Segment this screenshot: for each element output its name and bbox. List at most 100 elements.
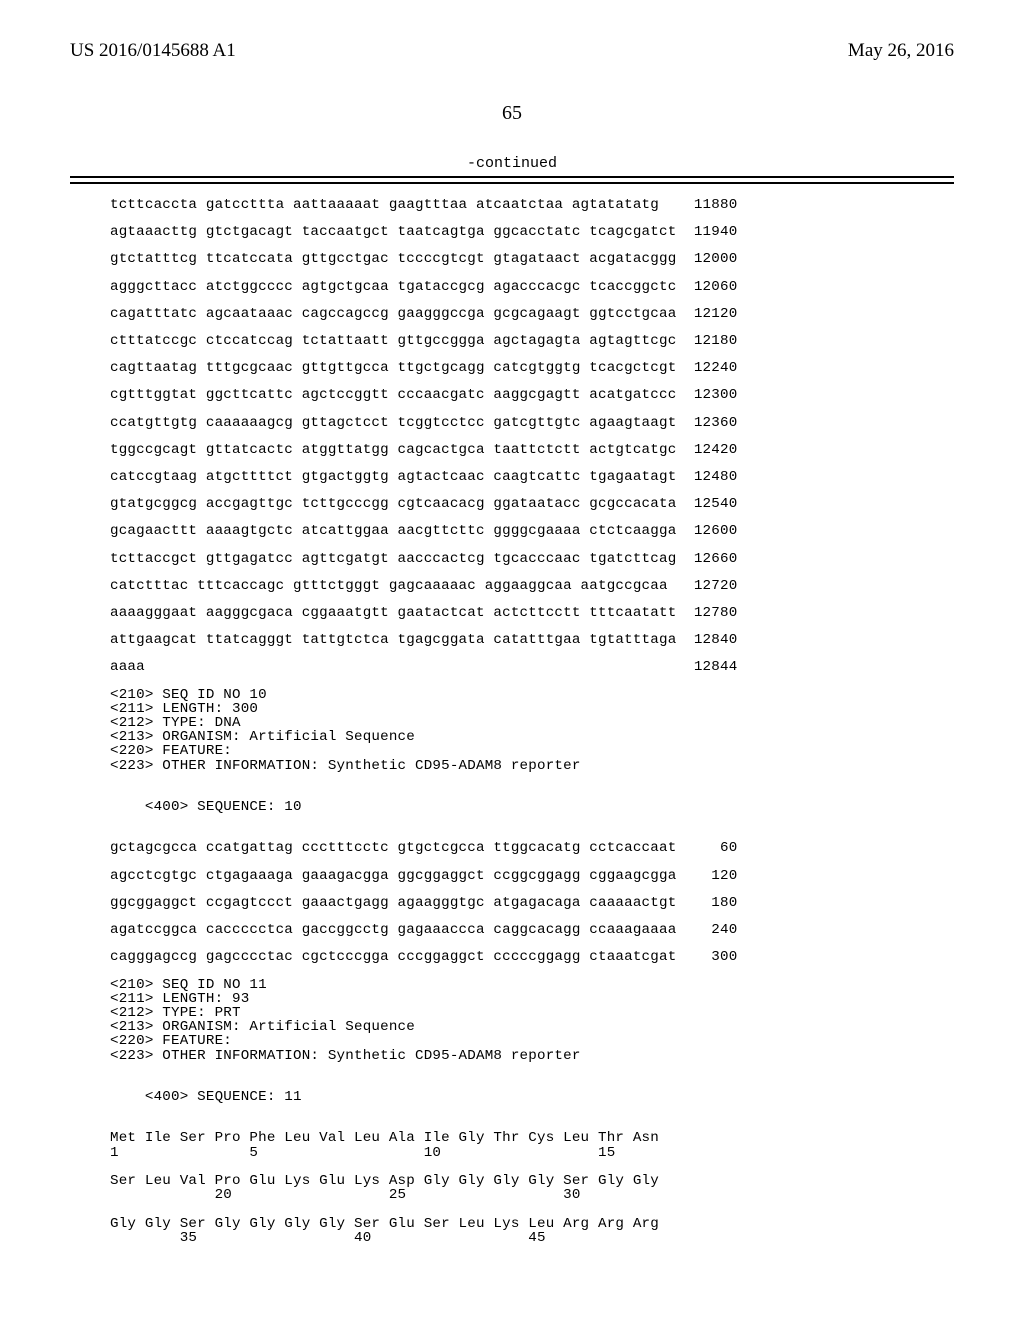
sequence-text: cgtttggtat ggcttcattc agctccggtt cccaacg…: [110, 388, 694, 402]
sequence-header-1: <400> SEQUENCE: 10: [110, 786, 954, 829]
top-rule-2: [70, 182, 954, 184]
sequence-position: 12240: [694, 361, 738, 375]
sequence-position: 240: [694, 923, 738, 937]
sequence-line: aaaa 12844: [110, 660, 954, 674]
sequence-position: 12180: [694, 334, 738, 348]
sequence-line: tcttaccgct gttgagatcc agttcgatgt aacccac…: [110, 552, 954, 566]
sequence-position: 12780: [694, 606, 738, 620]
sequence-line: agtaaacttg gtctgacagt taccaatgct taatcag…: [110, 225, 954, 239]
sequence-line: attgaagcat ttatcagggt tattgtctca tgagcgg…: [110, 633, 954, 647]
sequence-block-1: tcttcaccta gatccttta aattaaaaat gaagttta…: [110, 198, 954, 675]
sequence-line: catccgtaag atgcttttct gtgactggtg agtactc…: [110, 470, 954, 484]
sequence-text: cagggagccg gagcccctac cgctcccgga cccggag…: [110, 950, 694, 964]
publication-number: US 2016/0145688 A1: [70, 40, 236, 62]
meta-line: <210> SEQ ID NO 10: [110, 688, 954, 702]
meta-line: <210> SEQ ID NO 11: [110, 978, 954, 992]
sequence-line: aaaagggaat aagggcgaca cggaaatgtt gaatact…: [110, 606, 954, 620]
sequence-text: ccatgttgtg caaaaaagcg gttagctcct tcggtcc…: [110, 416, 694, 430]
sequence-line: gtctatttcg ttcatccata gttgcctgac tccccgt…: [110, 252, 954, 266]
meta-line: <212> TYPE: DNA: [110, 716, 954, 730]
sequence-text: gtctatttcg ttcatccata gttgcctgac tccccgt…: [110, 252, 694, 266]
sequence-text: agtaaacttg gtctgacagt taccaatgct taatcag…: [110, 225, 694, 239]
meta-block-1: <210> SEQ ID NO 10<211> LENGTH: 300<212>…: [110, 688, 954, 773]
sequence-line: cagttaatag tttgcgcaac gttgttgcca ttgctgc…: [110, 361, 954, 375]
sequence-line: gtatgcggcg accgagttgc tcttgcccgg cgtcaac…: [110, 497, 954, 511]
meta-line: <212> TYPE: PRT: [110, 1006, 954, 1020]
sequence-text: ggcggaggct ccgagtccct gaaactgagg agaaggg…: [110, 896, 694, 910]
sequence-text: ctttatccgc ctccatccag tctattaatt gttgccg…: [110, 334, 694, 348]
sequence-text: catctttac tttcaccagc gtttctgggt gagcaaaa…: [110, 579, 694, 593]
sequence-text: agcctcgtgc ctgagaaaga gaaagacgga ggcggag…: [110, 869, 694, 883]
sequence-line: agggcttacc atctggcccc agtgctgcaa tgatacc…: [110, 280, 954, 294]
sequence-position: 12120: [694, 307, 738, 321]
sequence-text: gctagcgcca ccatgattag ccctttcctc gtgctcg…: [110, 841, 694, 855]
sequence-position: 11880: [694, 198, 738, 212]
sequence-line: agcctcgtgc ctgagaaaga gaaagacgga ggcggag…: [110, 869, 954, 883]
sequence-text: tggccgcagt gttatcactc atggttatgg cagcact…: [110, 443, 694, 457]
sequence-position: 12420: [694, 443, 738, 457]
sequence-position: 12000: [694, 252, 738, 266]
sequence-line: cagggagccg gagcccctac cgctcccgga cccggag…: [110, 950, 954, 964]
sequence-header-text-2: <400> SEQUENCE: 11: [145, 1089, 302, 1105]
sequence-position: 12720: [694, 579, 738, 593]
meta-line: <213> ORGANISM: Artificial Sequence: [110, 730, 954, 744]
meta-line: <211> LENGTH: 93: [110, 992, 954, 1006]
sequence-line: ggcggaggct ccgagtccct gaaactgagg agaaggg…: [110, 896, 954, 910]
protein-line: 35 40 45: [110, 1231, 954, 1245]
sequence-header-2: <400> SEQUENCE: 11: [110, 1076, 954, 1119]
sequence-text: catccgtaag atgcttttct gtgactggtg agtactc…: [110, 470, 694, 484]
sequence-line: gctagcgcca ccatgattag ccctttcctc gtgctcg…: [110, 841, 954, 855]
sequence-text: tcttaccgct gttgagatcc agttcgatgt aacccac…: [110, 552, 694, 566]
sequence-text: tcttcaccta gatccttta aattaaaaat gaagttta…: [110, 198, 694, 212]
protein-line: [110, 1160, 954, 1174]
sequence-position: 12480: [694, 470, 738, 484]
page-header: US 2016/0145688 A1 May 26, 2016: [70, 40, 954, 62]
sequence-line: cgtttggtat ggcttcattc agctccggtt cccaacg…: [110, 388, 954, 402]
sequence-header-text: <400> SEQUENCE: 10: [145, 799, 302, 815]
meta-line: <220> FEATURE:: [110, 1034, 954, 1048]
sequence-position: 12844: [694, 660, 738, 674]
meta-line: <213> ORGANISM: Artificial Sequence: [110, 1020, 954, 1034]
sequence-text: attgaagcat ttatcagggt tattgtctca tgagcgg…: [110, 633, 694, 647]
meta-line: <220> FEATURE:: [110, 744, 954, 758]
page-number: 65: [70, 102, 954, 125]
sequence-line: catctttac tttcaccagc gtttctgggt gagcaaaa…: [110, 579, 954, 593]
sequence-text: cagatttatc agcaataaac cagccagccg gaagggc…: [110, 307, 694, 321]
sequence-position: 12360: [694, 416, 738, 430]
protein-line: Met Ile Ser Pro Phe Leu Val Leu Ala Ile …: [110, 1131, 954, 1145]
sequence-text: aaaagggaat aagggcgaca cggaaatgtt gaatact…: [110, 606, 694, 620]
sequence-position: 12840: [694, 633, 738, 647]
meta-line: <223> OTHER INFORMATION: Synthetic CD95-…: [110, 1049, 954, 1063]
publication-date: May 26, 2016: [848, 40, 954, 62]
sequence-position: 60: [694, 841, 738, 855]
meta-line: <211> LENGTH: 300: [110, 702, 954, 716]
sequence-position: 180: [694, 896, 738, 910]
sequence-position: 12600: [694, 524, 738, 538]
sequence-text: agggcttacc atctggcccc agtgctgcaa tgatacc…: [110, 280, 694, 294]
sequence-line: tggccgcagt gttatcactc atggttatgg cagcact…: [110, 443, 954, 457]
sequence-line: cagatttatc agcaataaac cagccagccg gaagggc…: [110, 307, 954, 321]
continued-label: -continued: [70, 155, 954, 172]
sequence-position: 12300: [694, 388, 738, 402]
sequence-position: 12060: [694, 280, 738, 294]
meta-line: <223> OTHER INFORMATION: Synthetic CD95-…: [110, 759, 954, 773]
sequence-position: 12540: [694, 497, 738, 511]
protein-line: Ser Leu Val Pro Glu Lys Glu Lys Asp Gly …: [110, 1174, 954, 1188]
top-rule: [70, 176, 954, 178]
protein-line: 20 25 30: [110, 1188, 954, 1202]
protein-line: 1 5 10 15: [110, 1146, 954, 1160]
protein-line: Gly Gly Ser Gly Gly Gly Gly Ser Glu Ser …: [110, 1217, 954, 1231]
protein-block: Met Ile Ser Pro Phe Leu Val Leu Ala Ile …: [110, 1131, 954, 1245]
protein-line: [110, 1202, 954, 1216]
sequence-position: 12660: [694, 552, 738, 566]
sequence-line: gcagaacttt aaaagtgctc atcattggaa aacgttc…: [110, 524, 954, 538]
sequence-text: aaaa: [110, 660, 694, 674]
sequence-position: 11940: [694, 225, 738, 239]
page-container: US 2016/0145688 A1 May 26, 2016 65 -cont…: [0, 0, 1024, 1320]
sequence-text: gtatgcggcg accgagttgc tcttgcccgg cgtcaac…: [110, 497, 694, 511]
sequence-line: ctttatccgc ctccatccag tctattaatt gttgccg…: [110, 334, 954, 348]
sequence-text: agatccggca caccccctca gaccggcctg gagaaac…: [110, 923, 694, 937]
meta-block-2: <210> SEQ ID NO 11<211> LENGTH: 93<212> …: [110, 978, 954, 1063]
sequence-line: agatccggca caccccctca gaccggcctg gagaaac…: [110, 923, 954, 937]
sequence-line: ccatgttgtg caaaaaagcg gttagctcct tcggtcc…: [110, 416, 954, 430]
